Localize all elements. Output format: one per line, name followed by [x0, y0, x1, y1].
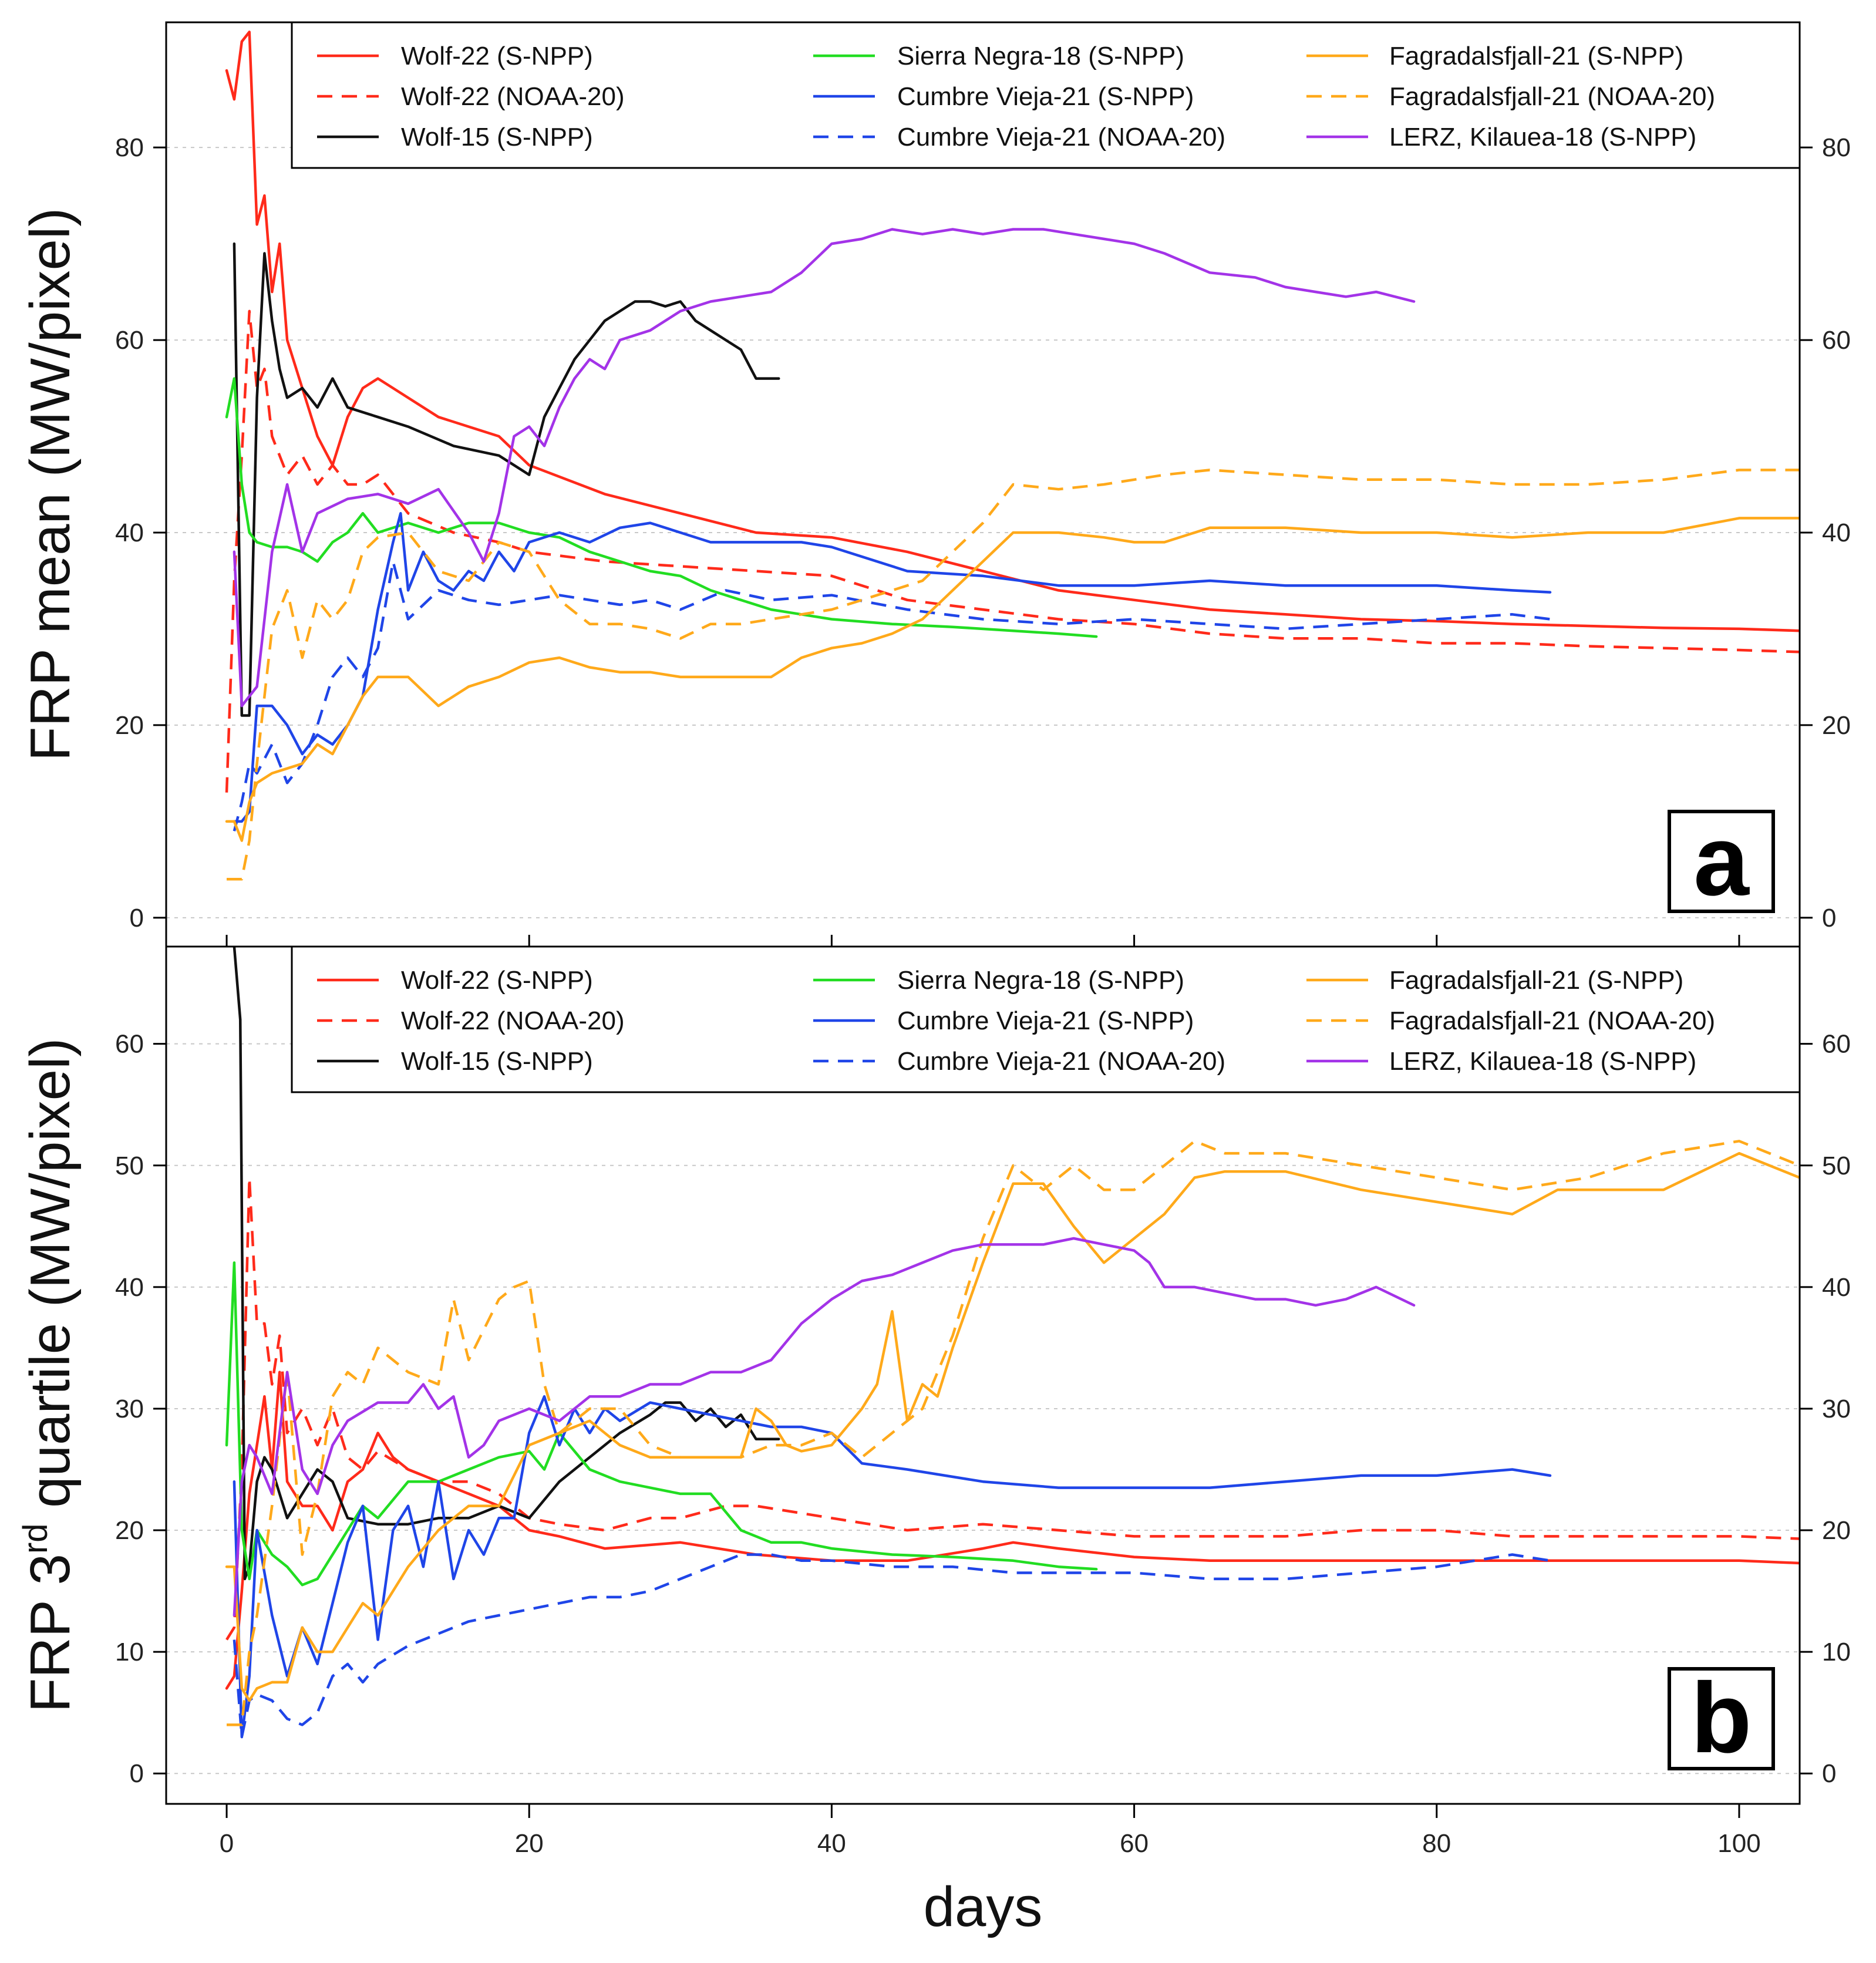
- panel-b-ylabel-main: FRP 3: [19, 1554, 82, 1712]
- panel-a-x-ticks: [225, 935, 1740, 947]
- x-tick-label: 20: [515, 1829, 544, 1858]
- y-tick-label: 80: [115, 133, 144, 162]
- y-tick-label: 20: [115, 1516, 144, 1545]
- legend-label: Wolf-15 (S-NPP): [401, 1047, 593, 1076]
- y-tick-label: 40: [115, 518, 144, 547]
- x-tick-label: 100: [1717, 1829, 1760, 1858]
- panel-b-ylabel-rest: quartile (MW/pixel): [19, 1038, 82, 1524]
- panel-b-letter-box: b: [1668, 1662, 1775, 1774]
- y-tick-label-right: 20: [1822, 1516, 1851, 1545]
- panel-b: Wolf-22 (S-NPP) Wolf-22 (NOAA-20) Wolf-15 …: [16, 945, 1851, 1805]
- legend-label: Sierra Negra-18 (S-NPP): [897, 42, 1184, 70]
- panel-b-letter: b: [1691, 1662, 1752, 1774]
- y-tick-label-right: 0: [1822, 904, 1836, 932]
- series-line: Fagradalsfjall-21 (S-NPP): [225, 517, 1800, 842]
- legend-label: Fagradalsfjall-21 (S-NPP): [1389, 966, 1683, 995]
- y-tick-label-right: 60: [1822, 326, 1851, 355]
- y-tick-label: 60: [115, 326, 144, 355]
- legend-label: LERZ, Kilauea-18 (S-NPP): [1389, 123, 1696, 151]
- panel-a-left-axis: 0 20 40 60 80: [115, 133, 166, 932]
- panel-b-ylabel: FRP 3rd quartile (MW/pixel): [16, 1038, 82, 1713]
- series-line: Cumbre Vieja-21 (NOAA-20): [233, 1553, 1551, 1739]
- y-tick-label: 60: [115, 1030, 144, 1059]
- y-tick-label: 50: [115, 1151, 144, 1180]
- legend-label: Wolf-22 (S-NPP): [401, 966, 593, 995]
- legend-label: Cumbre Vieja-21 (S-NPP): [897, 1006, 1194, 1035]
- panel-a-letter-box: a: [1668, 805, 1775, 917]
- y-tick-label-right: 40: [1822, 1273, 1851, 1302]
- panel-a-right-axis: 0 20 40 60 80: [1800, 133, 1851, 932]
- y-tick-label-right: 0: [1822, 1759, 1836, 1788]
- panel-a-legend: Wolf-22 (S-NPP) Wolf-22 (NOAA-20) Wolf-15 …: [291, 21, 1801, 169]
- legend-label: Fagradalsfjall-21 (NOAA-20): [1389, 82, 1715, 111]
- x-tick-label: 60: [1120, 1829, 1148, 1858]
- y-tick-label: 10: [115, 1638, 144, 1666]
- legend-label: Sierra Negra-18 (S-NPP): [897, 966, 1184, 995]
- legend-label: Wolf-22 (NOAA-20): [401, 82, 625, 111]
- y-tick-label: 30: [115, 1395, 144, 1423]
- series-line: Fagradalsfjall-21 (NOAA-20): [227, 1140, 1800, 1726]
- y-tick-label-right: 50: [1822, 1151, 1851, 1180]
- y-tick-label-right: 60: [1822, 1030, 1851, 1059]
- y-tick-label: 0: [130, 1759, 144, 1788]
- x-tick-label: 40: [817, 1829, 846, 1858]
- panel-b-ylabel-sup: rd: [16, 1523, 55, 1554]
- series-line: Sierra Negra-18 (S-NPP): [225, 377, 1098, 638]
- y-tick-label-right: 40: [1822, 518, 1851, 547]
- series-line: Wolf-22 (S-NPP): [225, 31, 1800, 632]
- legend-label: LERZ, Kilauea-18 (S-NPP): [1389, 1047, 1696, 1076]
- panel-a-letter: a: [1693, 805, 1750, 917]
- legend-label: Cumbre Vieja-21 (NOAA-20): [897, 1047, 1225, 1076]
- legend-label: Wolf-22 (S-NPP): [401, 42, 593, 70]
- y-tick-label-right: 80: [1822, 133, 1851, 162]
- x-axis: 0 20 40 60 80 100: [220, 1804, 1761, 1858]
- y-tick-label: 20: [115, 711, 144, 740]
- legend-label: Wolf-15 (S-NPP): [401, 123, 593, 151]
- panel-b-left-axis: 0 10 20 30 40 50 60: [115, 1030, 166, 1788]
- series-line: Fagradalsfjall-21 (NOAA-20): [227, 469, 1800, 881]
- series-line: Cumbre Vieja-21 (S-NPP): [233, 511, 1552, 823]
- series-line: Wolf-22 (NOAA-20): [225, 1176, 1800, 1641]
- panel-b-legend: Wolf-22 (S-NPP) Wolf-22 (NOAA-20) Wolf-15 …: [291, 945, 1801, 1093]
- panel-b-series-layer: Wolf-22 (S-NPP) Wolf-22 (NOAA-20) Wolf-15 …: [225, 947, 1800, 1739]
- legend-label: Fagradalsfjall-21 (NOAA-20): [1389, 1006, 1715, 1035]
- y-tick-label-right: 10: [1822, 1638, 1851, 1666]
- series-line: Wolf-15 (S-NPP): [233, 242, 780, 717]
- legend-label: Wolf-22 (NOAA-20): [401, 1006, 625, 1035]
- x-tick-label: 80: [1422, 1829, 1451, 1858]
- legend-label: Cumbre Vieja-21 (S-NPP): [897, 82, 1194, 111]
- series-line: LERZ, Kilauea-18 (S-NPP): [233, 1237, 1416, 1617]
- y-tick-label: 0: [130, 904, 144, 932]
- legend-box: [291, 21, 1801, 169]
- x-tick-label: 0: [220, 1829, 234, 1858]
- series-line: Sierra Negra-18 (S-NPP): [225, 1261, 1098, 1587]
- legend-label: Cumbre Vieja-21 (NOAA-20): [897, 123, 1225, 151]
- panel-a-ylabel: FRP mean (MW/pixel): [19, 208, 82, 761]
- panel-b-right-axis: 0 10 20 30 40 50 60: [1800, 1030, 1851, 1788]
- x-axis-label: days: [924, 1876, 1043, 1938]
- y-tick-label-right: 20: [1822, 711, 1851, 740]
- series-line: Wolf-22 (NOAA-20): [225, 309, 1800, 793]
- y-tick-label: 40: [115, 1273, 144, 1302]
- panel-a-series-layer: Wolf-22 (S-NPP)Wolf-22 (NOAA-20)Wolf-15 …: [225, 31, 1800, 881]
- y-tick-label-right: 30: [1822, 1395, 1851, 1423]
- legend-box: [291, 945, 1801, 1093]
- series-line: LERZ, Kilauea-18 (S-NPP): [233, 228, 1416, 708]
- series-line: Cumbre Vieja-21 (NOAA-20): [233, 560, 1551, 831]
- legend-label: Fagradalsfjall-21 (S-NPP): [1389, 42, 1683, 70]
- series-line: Cumbre Vieja-21 (S-NPP): [233, 1395, 1552, 1739]
- panel-a: Wolf-22 (S-NPP)Wolf-22 (NOAA-20)Wolf-15 …: [19, 21, 1851, 948]
